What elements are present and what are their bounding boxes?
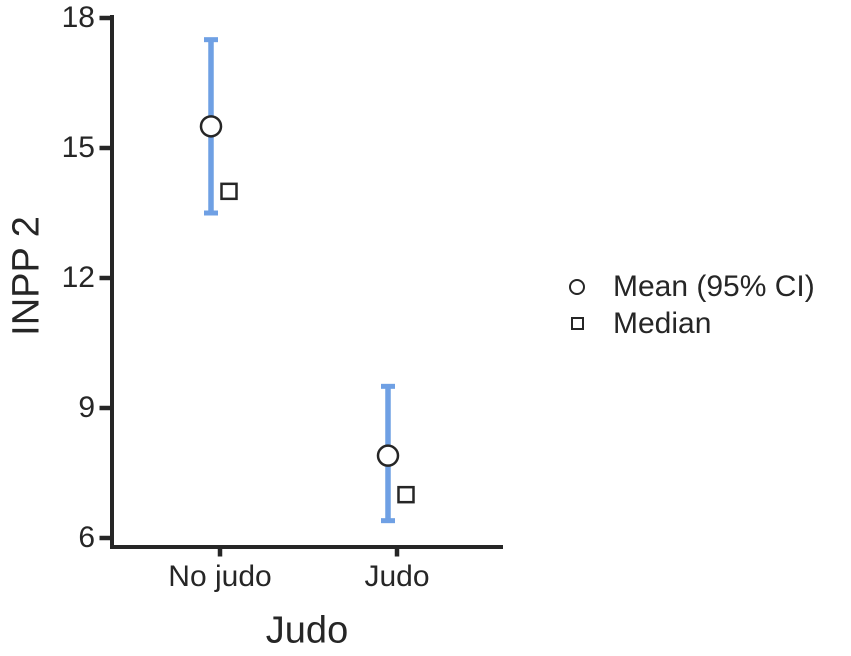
y-tick-label: 6 bbox=[78, 521, 95, 554]
x-tick-label-no-judo: No judo bbox=[168, 560, 272, 593]
median-marker-no-judo bbox=[220, 182, 238, 201]
x-tick-label-judo: Judo bbox=[364, 560, 430, 593]
y-tick-label: 18 bbox=[61, 1, 95, 34]
y-axis-title: INPP 2 bbox=[5, 216, 48, 336]
median-square-icon bbox=[570, 317, 584, 330]
legend: Mean (95% CI) Median bbox=[565, 268, 815, 342]
x-axis-title: Judo bbox=[265, 609, 349, 652]
legend-item-mean: Mean (95% CI) bbox=[565, 268, 815, 305]
legend-label-mean: Mean (95% CI) bbox=[613, 270, 815, 303]
legend-marker-cell bbox=[565, 317, 589, 330]
mean-circle-icon bbox=[569, 278, 585, 295]
legend-item-median: Median bbox=[565, 305, 815, 342]
y-tick-label: 9 bbox=[78, 391, 95, 424]
y-tick-label: 15 bbox=[61, 131, 95, 164]
mean-marker-no-judo bbox=[199, 115, 223, 138]
legend-marker-cell bbox=[565, 278, 589, 295]
mean-marker-judo bbox=[376, 444, 400, 467]
legend-label-median: Median bbox=[613, 307, 712, 340]
y-tick-label: 12 bbox=[61, 261, 95, 294]
median-marker-judo bbox=[397, 485, 415, 504]
